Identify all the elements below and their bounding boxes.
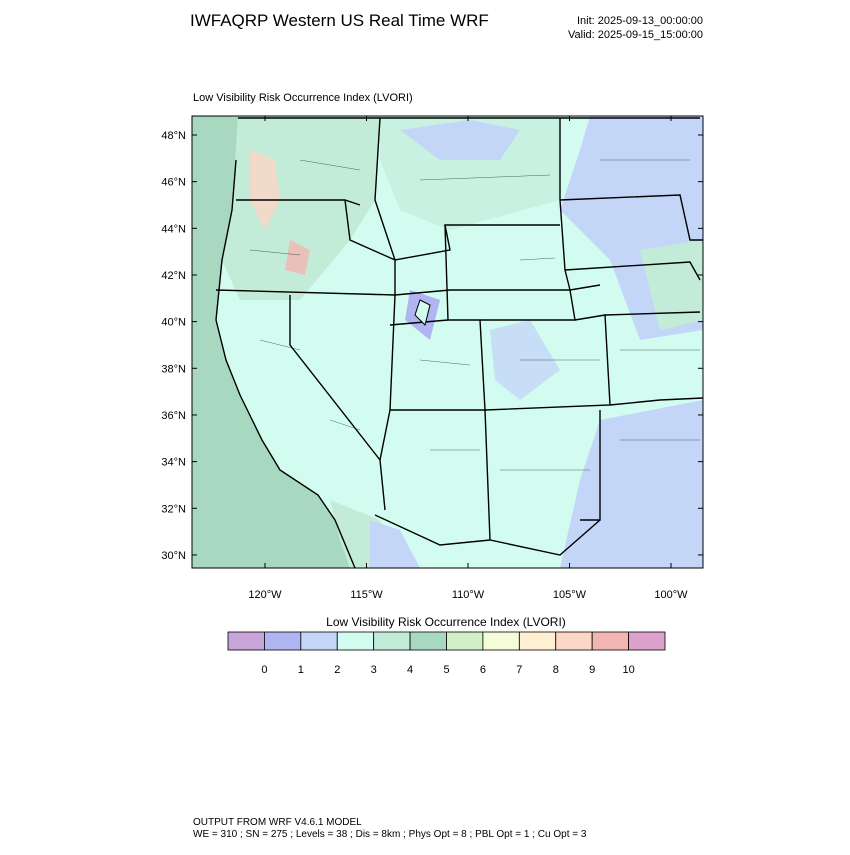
map-title: Low Visibility Risk Occurrence Index (LV… <box>193 92 413 104</box>
colorbar-box <box>518 631 557 651</box>
title: IWFAQRP Western US Real Time WRF <box>190 11 489 30</box>
colorbar-box <box>264 631 302 651</box>
valid-time: Valid: 2025-09-15_15:00:00 <box>568 29 703 41</box>
colorbar-label: 3 <box>371 664 377 676</box>
lon-label: 115°W <box>350 589 383 601</box>
lon-label: 110°W <box>452 589 485 601</box>
lat-label: 40°N <box>161 317 186 329</box>
lat-label: 44°N <box>161 223 186 235</box>
colorbar-label: 2 <box>334 664 340 676</box>
colorbar-box <box>591 631 629 651</box>
colorbar-label: 5 <box>443 664 449 676</box>
colorbar-label: 9 <box>589 664 595 676</box>
footer-line: OUTPUT FROM WRF V4.6.1 MODEL <box>193 817 362 828</box>
init-time: Init: 2025-09-13_00:00:00 <box>577 15 703 27</box>
lat-label: 48°N <box>161 130 186 142</box>
map <box>192 116 703 568</box>
colorbar: 0 1 2 3 4 5 6 7 8 9 10 <box>227 631 666 676</box>
colorbar-label: 0 <box>261 664 267 676</box>
lon-label: 120°W <box>248 589 282 601</box>
colorbar-box <box>373 631 411 651</box>
colorbar-box <box>482 631 520 651</box>
lat-label: 46°N <box>161 177 186 189</box>
lat-label: 30°N <box>161 550 186 562</box>
colorbar-label: 7 <box>516 664 522 676</box>
lat-label: 36°N <box>161 410 186 422</box>
colorbar-box <box>336 631 375 651</box>
lon-label: 100°W <box>654 589 688 601</box>
colorbar-box <box>446 631 484 651</box>
colorbar-label: 8 <box>553 664 559 676</box>
colorbar-label: 1 <box>298 664 304 676</box>
colorbar-box <box>628 631 666 651</box>
map-frame <box>191 115 704 569</box>
colorbar-box <box>555 631 593 651</box>
footer-line: WE = 310 ; SN = 275 ; Levels = 38 ; Dis … <box>193 829 587 840</box>
colorbar-box <box>227 631 265 651</box>
lat-label: 32°N <box>161 503 186 515</box>
colorbar-label: 4 <box>407 664 413 676</box>
lat-label: 38°N <box>161 363 186 375</box>
colorbar-title: Low Visibility Risk Occurrence Index (LV… <box>326 615 566 629</box>
colorbar-label: 6 <box>480 664 486 676</box>
lon-label: 105°W <box>553 589 587 601</box>
lat-label: 34°N <box>161 457 186 469</box>
colorbar-box <box>300 631 338 651</box>
lat-label: 42°N <box>161 270 186 282</box>
colorbar-box <box>409 631 447 651</box>
colorbar-label: 10 <box>622 664 634 676</box>
axes: 48°N 46°N 44°N 42°N 40°N 38°N 36°N 34°N 32°N 30°N… <box>161 116 703 601</box>
